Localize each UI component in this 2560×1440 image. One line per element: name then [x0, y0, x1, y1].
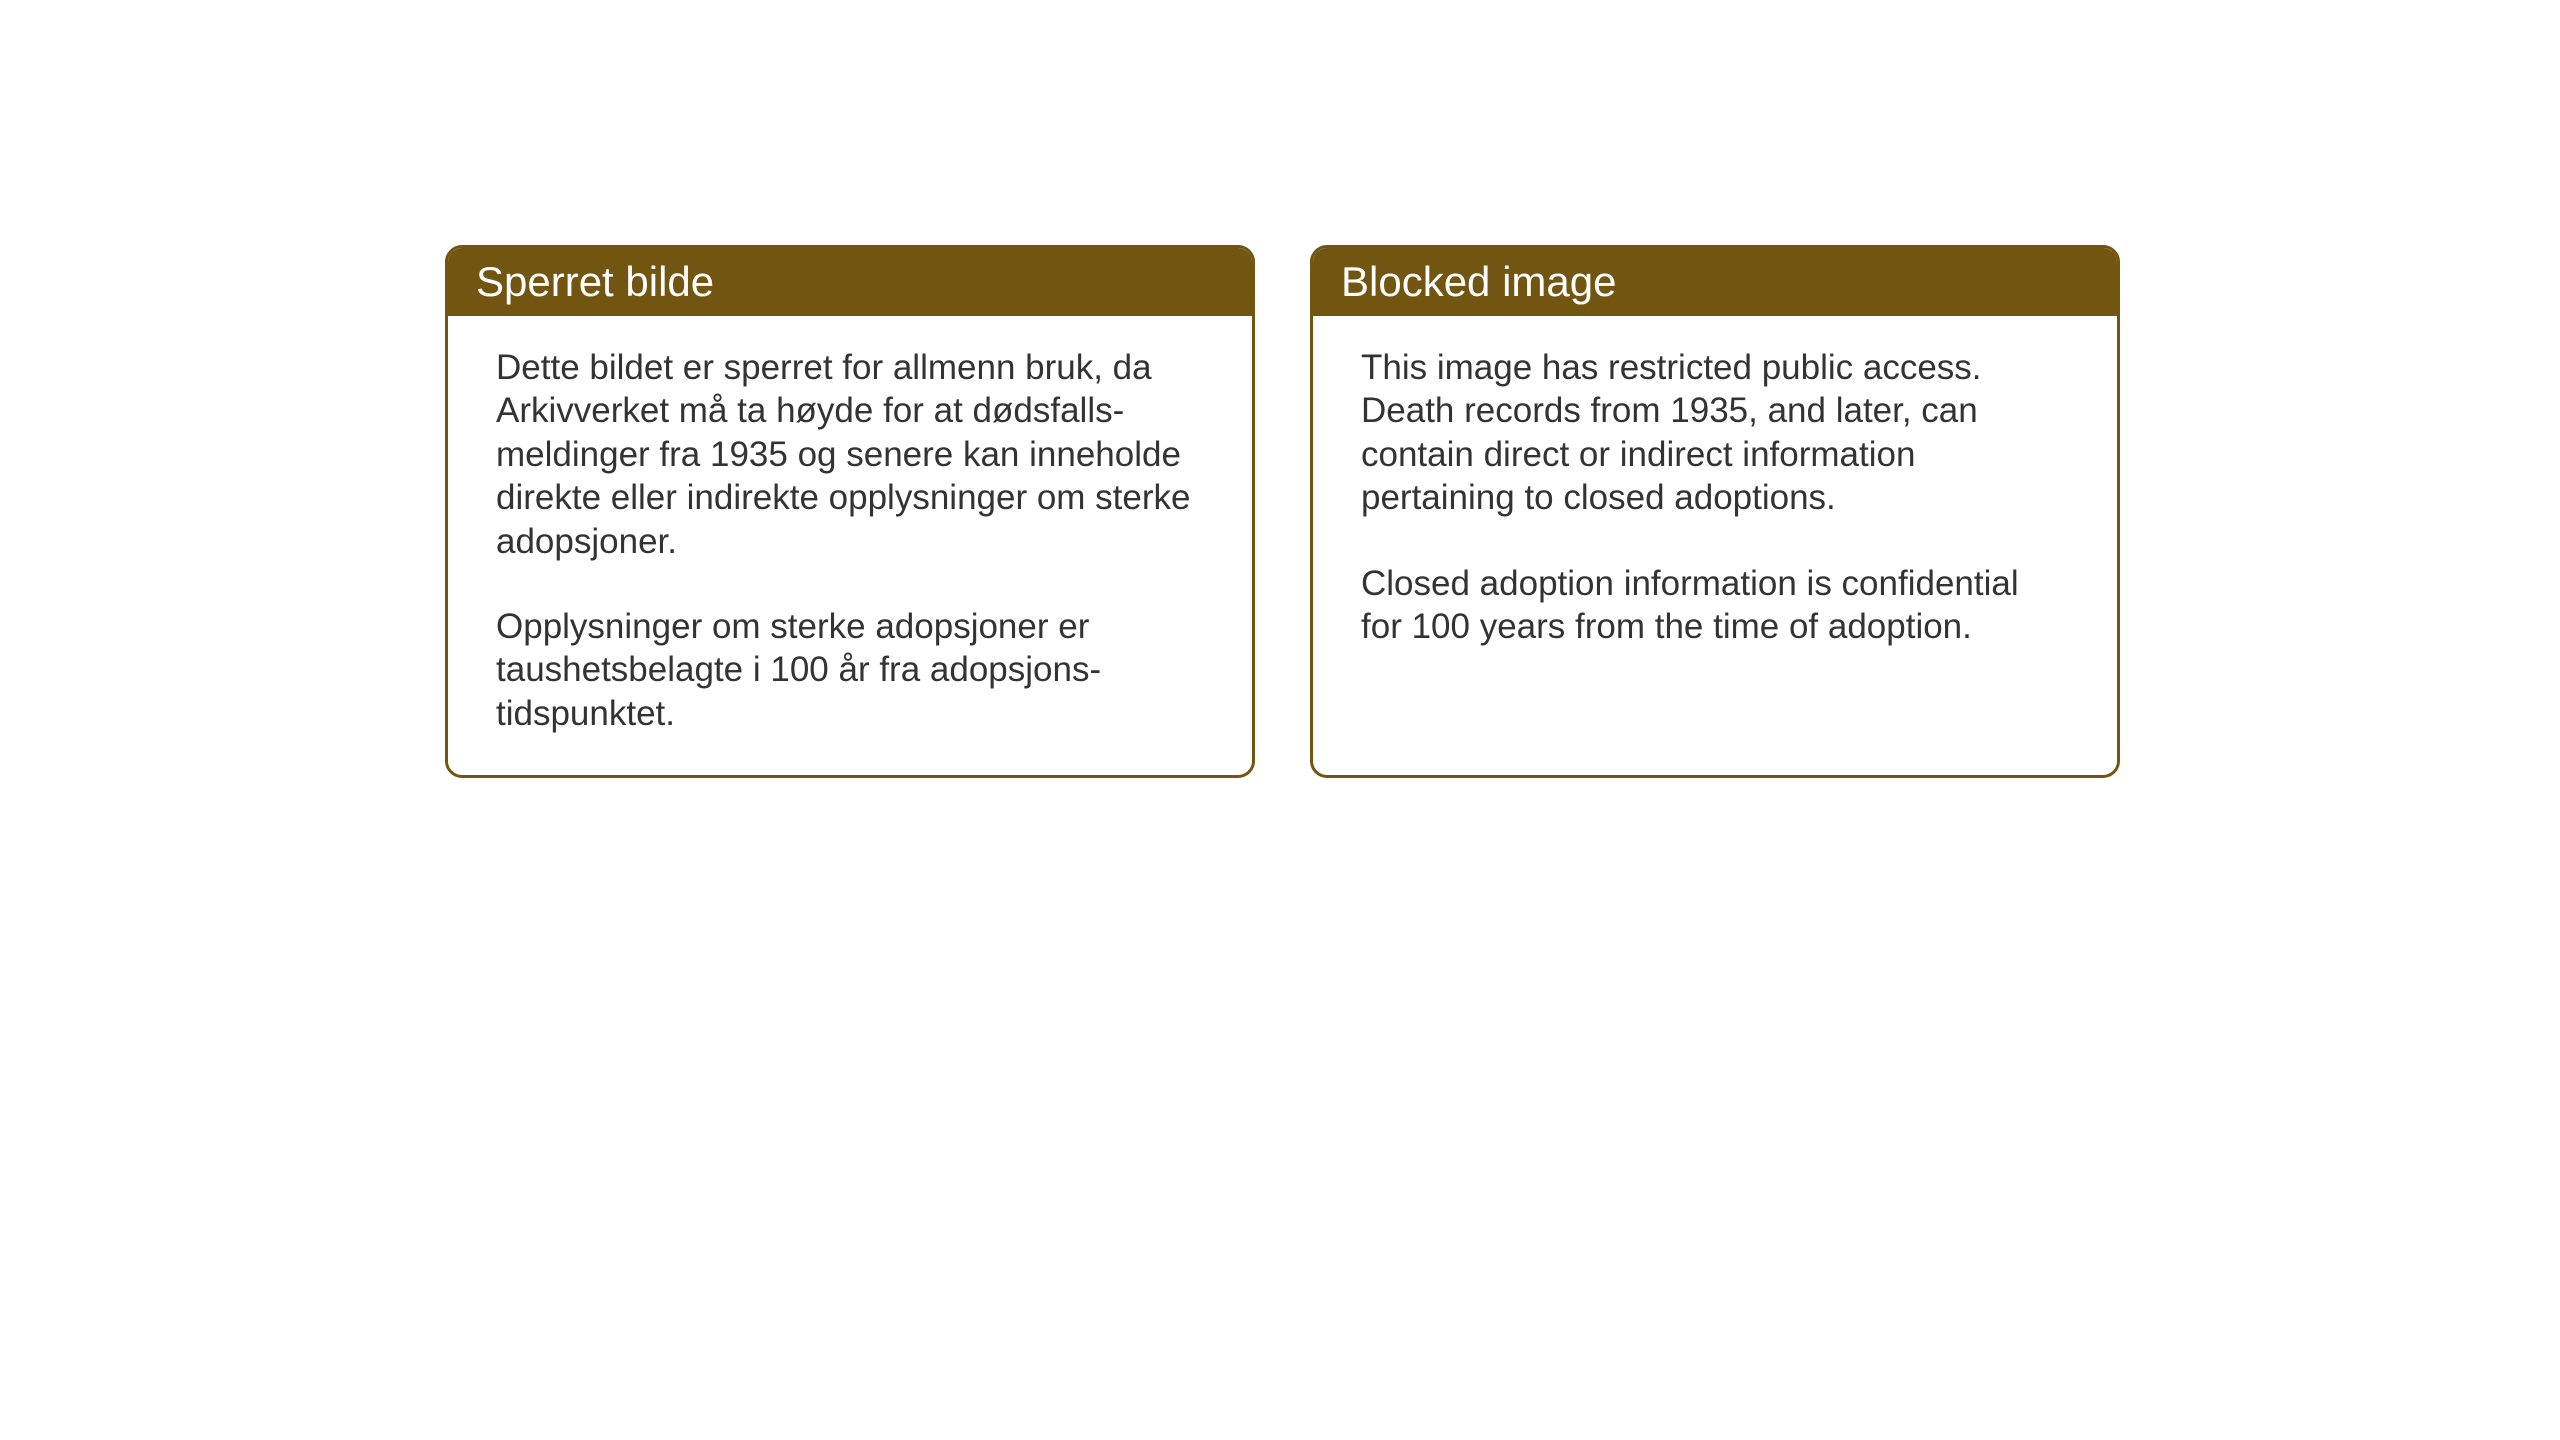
notice-card-norwegian: Sperret bilde Dette bildet er sperret fo… — [445, 245, 1255, 778]
card-paragraph-2-norwegian: Opplysninger om sterke adopsjoner er tau… — [496, 605, 1204, 735]
card-paragraph-1-norwegian: Dette bildet er sperret for allmenn bruk… — [496, 346, 1204, 563]
notice-container: Sperret bilde Dette bildet er sperret fo… — [445, 245, 2120, 778]
card-body-norwegian: Dette bildet er sperret for allmenn bruk… — [448, 316, 1252, 775]
card-header-norwegian: Sperret bilde — [448, 248, 1252, 316]
card-title-english: Blocked image — [1341, 258, 1616, 305]
notice-card-english: Blocked image This image has restricted … — [1310, 245, 2120, 778]
card-title-norwegian: Sperret bilde — [476, 258, 714, 305]
card-paragraph-2-english: Closed adoption information is confident… — [1361, 562, 2069, 649]
card-header-english: Blocked image — [1313, 248, 2117, 316]
card-paragraph-1-english: This image has restricted public access.… — [1361, 346, 2069, 520]
card-body-english: This image has restricted public access.… — [1313, 316, 2117, 688]
